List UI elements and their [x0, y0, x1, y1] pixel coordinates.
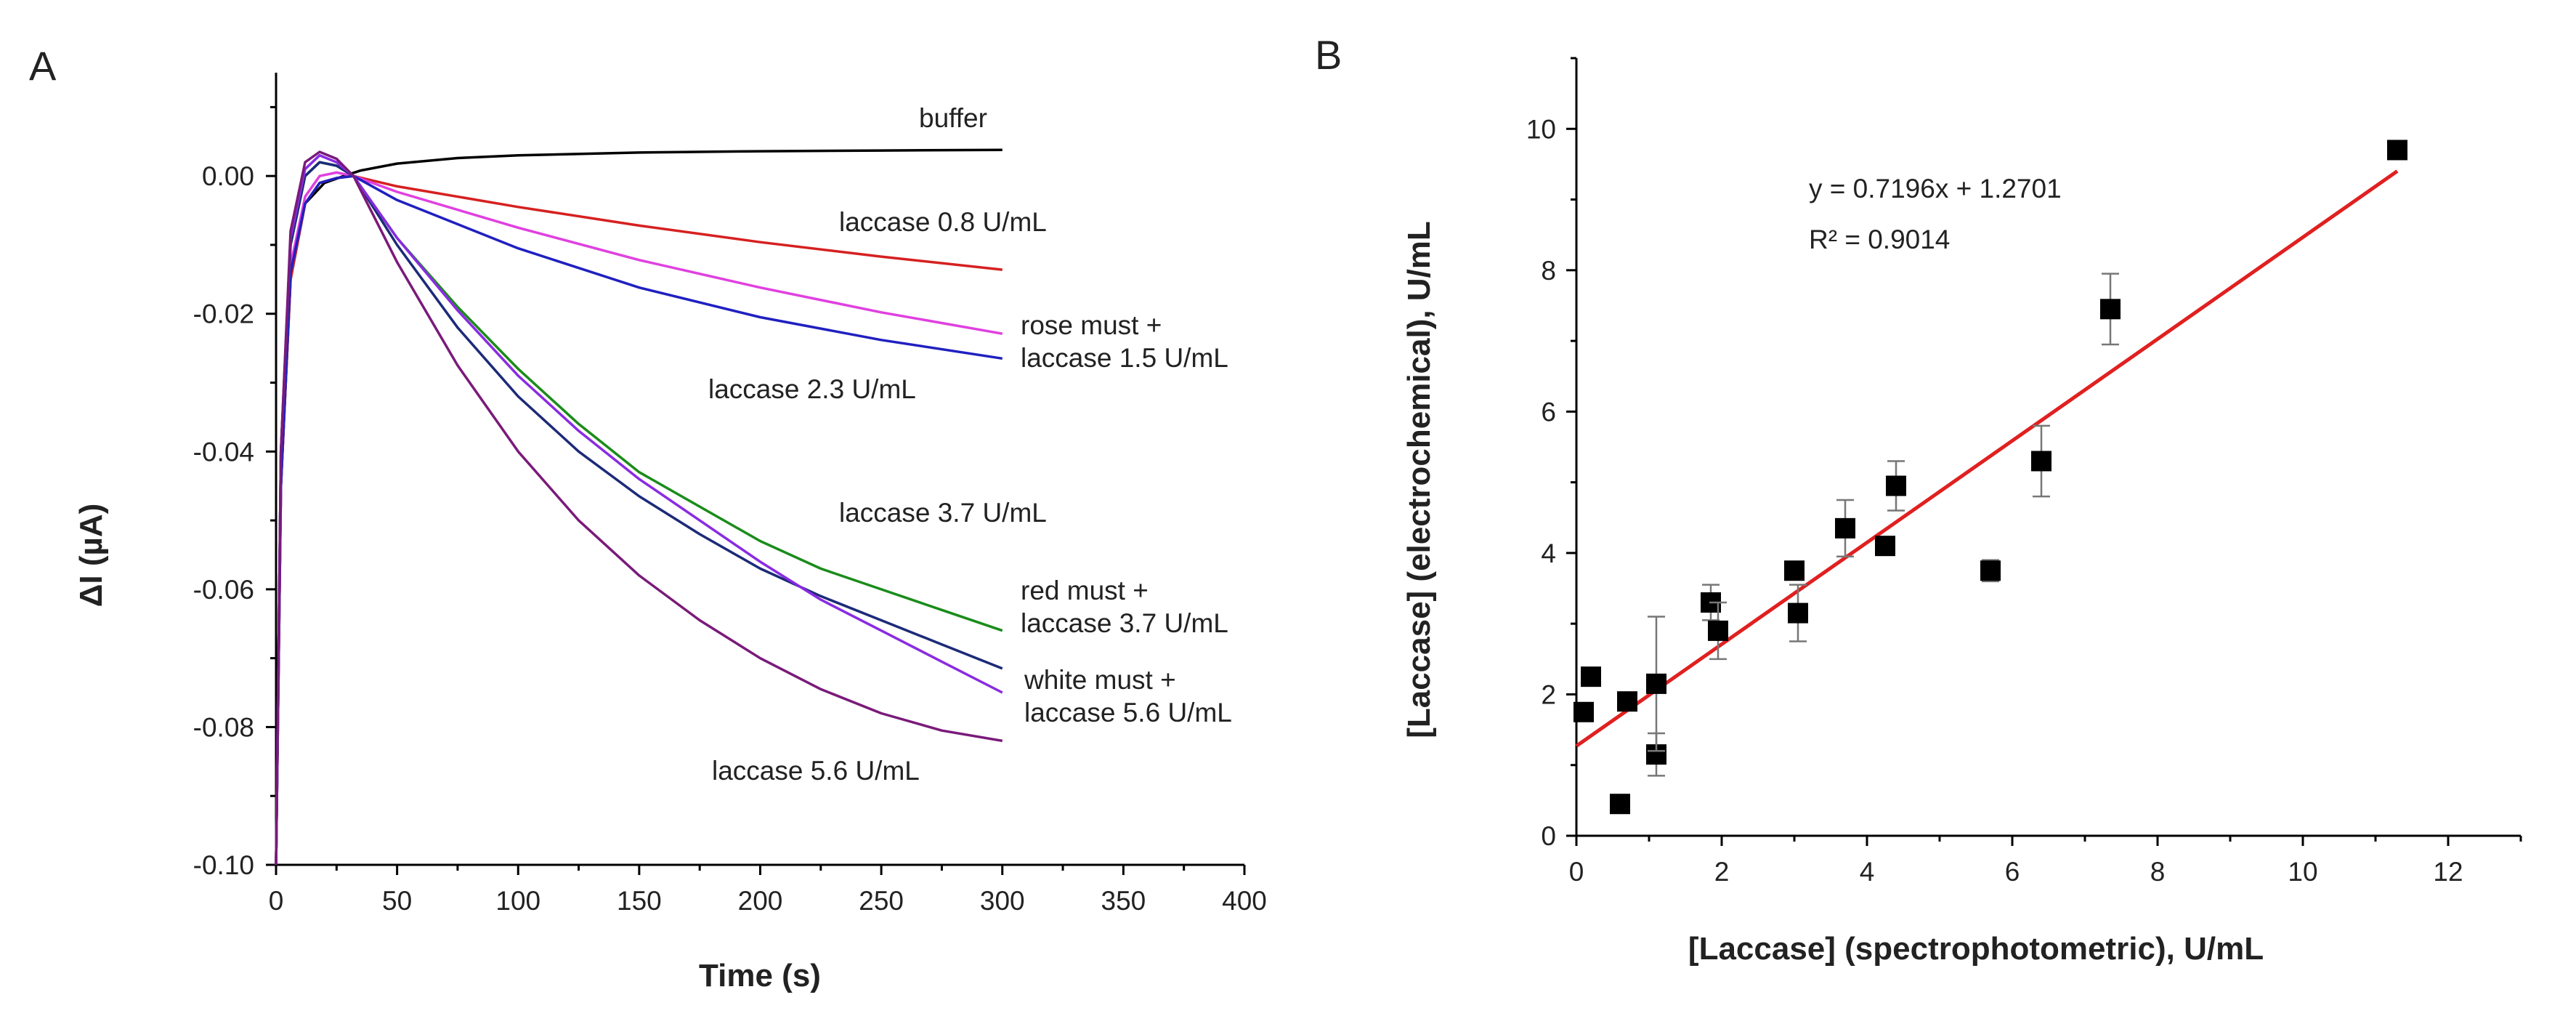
panel-a-x-tick-label: 50 [382, 886, 412, 916]
panel-a-y-tick-label: -0.06 [193, 575, 254, 605]
panel-a-y-axis-label: ΔI (µA) [73, 504, 109, 608]
panel-b-y-tick-label: 6 [1541, 397, 1556, 427]
panel-a-y-tick-label: -0.08 [193, 712, 254, 742]
panel-b-data-point [1646, 673, 1666, 694]
panel-a-series-label: laccase 5.6 U/mL [1024, 698, 1232, 727]
panel-a-series-line [275, 161, 1003, 866]
panel-b-points [1573, 140, 2407, 815]
panel-a-x-tick-label: 100 [495, 886, 540, 916]
panel-b-data-point [1875, 536, 1895, 557]
panel-a-series-label: laccase 2.3 U/mL [708, 374, 916, 404]
panel-label-a: A [29, 43, 57, 89]
panel-a-x-axis-label: Time (s) [699, 958, 821, 993]
panel-b-x-tick-label: 0 [1569, 857, 1584, 887]
panel-a-series-label: laccase 3.7 U/mL [1021, 608, 1228, 638]
panel-a: A 0 50 100 150 200 250 300 350 400 -0.10 -0.08 -0.0… [29, 43, 1267, 993]
panel-b-data-point [1886, 475, 1906, 496]
panel-b-data-point [1708, 620, 1728, 641]
panel-a-series-line [275, 150, 1003, 866]
panel-b-data-point [2100, 299, 2121, 320]
panel-b-axes: 0 2 4 6 8 10 12 0 2 4 6 8 10 [1526, 57, 2522, 887]
panel-b-data-point [1581, 666, 1601, 688]
panel-a-x-tick-label: 250 [859, 886, 904, 916]
panel-a-x-tick-label: 0 [269, 886, 284, 916]
panel-b-x-tick-label: 10 [2288, 857, 2317, 887]
panel-a-y-tick-label: -0.02 [193, 299, 254, 329]
panel-a-series [275, 148, 1003, 866]
panel-b-data-point [1610, 794, 1630, 815]
panel-a-x-tick-label: 400 [1222, 886, 1267, 916]
panel-a-y-tick-label: -0.04 [193, 437, 254, 467]
panel-b-x-tick-label: 12 [2433, 857, 2463, 887]
panel-b-y-tick-label: 8 [1541, 256, 1556, 286]
panel-b-data-point [1835, 517, 1855, 539]
panel-b-y-tick-label: 10 [1526, 114, 1556, 144]
panel-a-y-tick-label: -0.10 [193, 850, 254, 880]
panel-a-series-label: buffer [919, 103, 987, 133]
panel-b-y-tick-label: 0 [1541, 821, 1556, 851]
panel-b-data-point [1573, 701, 1594, 722]
panel-b-fit-line [1575, 169, 2399, 748]
panel-a-series-label: laccase 5.6 U/mL [712, 756, 920, 786]
panel-b-data-point [2031, 451, 2052, 472]
panel-a-x-tick-label: 350 [1101, 886, 1146, 916]
panel-b-y-axis-label: [Laccase] (electrochemical), U/mL [1401, 221, 1437, 738]
panel-a-series-label: white must + [1024, 665, 1176, 695]
panel-a-series-label: laccase 0.8 U/mL [839, 207, 1047, 237]
panel-a-y-tick-label: 0.00 [202, 161, 254, 191]
panel-a-series-label: rose must + [1021, 310, 1162, 340]
panel-a-series-label: laccase 1.5 U/mL [1021, 343, 1228, 373]
panel-b-data-point [1788, 602, 1808, 624]
panel-b-y-tick-label: 2 [1541, 680, 1556, 709]
panel-a-series-line [275, 153, 1003, 866]
panel-b-data-point [2387, 140, 2407, 161]
panel-b-x-tick-label: 2 [1714, 857, 1730, 887]
panel-b-r-squared: R² = 0.9014 [1809, 225, 1950, 254]
panel-b-x-tick-label: 8 [2150, 857, 2166, 887]
panel-label-b: B [1315, 32, 1342, 78]
panel-a-series-label: laccase 3.7 U/mL [839, 498, 1047, 528]
panel-a-series-label: red must + [1021, 576, 1149, 605]
panel-a-x-tick-label: 200 [738, 886, 783, 916]
panel-b-x-axis-label: [Laccase] (spectrophotometric), U/mL [1688, 931, 2264, 967]
panel-b-fit [1575, 169, 2399, 748]
panel-a-x-tick-label: 150 [617, 886, 662, 916]
panel-b-equation: y = 0.7196x + 1.2701 [1809, 174, 2062, 203]
panel-b-x-tick-label: 4 [1860, 857, 1875, 887]
panel-b-y-tick-label: 4 [1541, 539, 1556, 568]
panel-b-data-point [1617, 691, 1637, 712]
panel-b-x-tick-label: 6 [2005, 857, 2020, 887]
panel-a-x-tick-label: 300 [980, 886, 1025, 916]
panel-b-data-point [1980, 560, 2001, 581]
panel-b-data-point [1784, 560, 1805, 581]
panel-a-axes: 0 50 100 150 200 250 300 350 400 -0.10 -0.08 -0.06 -… [193, 73, 1267, 916]
